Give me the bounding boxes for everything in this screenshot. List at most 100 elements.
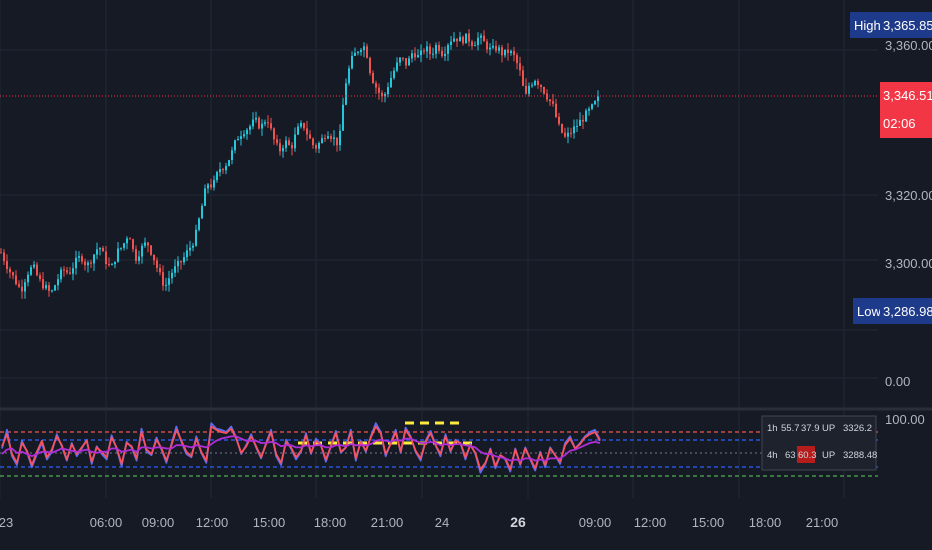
candle-body — [429, 46, 431, 54]
candle-body — [30, 267, 32, 275]
candle-body — [42, 279, 44, 289]
candle-body — [69, 272, 71, 274]
candle-body — [504, 49, 506, 56]
info-row-1h: 1h 55.7 37.9 UP 3326.2 — [767, 423, 872, 434]
candle-body — [0, 252, 2, 254]
candle-body — [561, 123, 563, 133]
candle-body — [210, 184, 212, 188]
candle-body — [576, 125, 578, 127]
candle-body — [324, 138, 326, 140]
time-tick: 09:00 — [142, 515, 175, 530]
info-trend: UP — [822, 450, 835, 461]
candle-body — [120, 247, 122, 249]
rsi-lines — [1, 422, 601, 474]
candle-body — [195, 229, 197, 246]
candle-body — [555, 103, 557, 117]
candle-body — [93, 254, 95, 264]
candle-body — [345, 83, 347, 105]
candle-body — [534, 80, 536, 86]
candle-body — [390, 77, 392, 88]
candle-body — [3, 252, 5, 262]
candle-body — [510, 51, 512, 54]
price-axis[interactable]: 3,360.00 3,320.00 3,300.00 0.00 100.00 H… — [850, 12, 932, 427]
price-tick: 3,320.00 — [885, 188, 932, 203]
candle-body — [192, 245, 194, 248]
candle-body — [303, 122, 305, 129]
candle-body — [531, 85, 533, 87]
candle-body — [486, 41, 488, 50]
candle-body — [312, 138, 314, 146]
candle-body — [585, 110, 587, 122]
candle-body — [240, 136, 242, 139]
current-price-badge: 3,346.51 02:06 — [880, 82, 932, 138]
candle-body — [156, 260, 158, 268]
info-level: 3288.48 — [843, 450, 877, 461]
candle-body — [363, 46, 365, 51]
candle-body — [417, 55, 419, 58]
candle-body — [21, 286, 23, 292]
candle-body — [294, 134, 296, 149]
candle-body — [174, 266, 176, 273]
candle-body — [33, 264, 35, 268]
low-value: 3,286.98 — [883, 304, 932, 319]
candle-body — [564, 132, 566, 137]
candle-body — [108, 263, 110, 265]
candle-body — [567, 132, 569, 137]
price-tick: 3,300.00 — [885, 256, 932, 271]
candle-body — [396, 62, 398, 71]
candle-body — [279, 143, 281, 152]
candle-body — [135, 249, 137, 261]
time-tick: 18:00 — [314, 515, 347, 530]
candle-body — [507, 49, 509, 54]
candle-body — [399, 57, 401, 63]
candle-body — [99, 248, 101, 250]
candle-body — [15, 275, 17, 285]
candle-body — [471, 41, 473, 47]
time-axis[interactable]: 23 06:00 09:00 12:00 15:00 18:00 21:00 24 26 09:0… — [0, 514, 838, 530]
info-tf: 1h — [767, 423, 778, 434]
candle-body — [573, 126, 575, 134]
candle-body — [513, 51, 515, 56]
time-tick: 12:00 — [634, 515, 667, 530]
candle-body — [492, 45, 494, 48]
candle-body — [171, 272, 173, 279]
candle-body — [435, 44, 437, 54]
candle-body — [456, 38, 458, 42]
candle-body — [36, 264, 38, 276]
candle-body — [288, 140, 290, 145]
candle-body — [180, 261, 182, 263]
candle-body — [228, 160, 230, 166]
candle-body — [354, 52, 356, 56]
candle-body — [270, 123, 272, 129]
info-v2: 60.3 — [798, 450, 817, 461]
candle-body — [528, 85, 530, 94]
candle-body — [588, 108, 590, 111]
candle-body — [51, 290, 53, 292]
candle-body — [378, 87, 380, 93]
rsi-pane[interactable]: 1h 55.7 37.9 UP 3326.2 4h 63 60.3 UP 328… — [0, 415, 878, 477]
candle-body — [243, 134, 245, 137]
candle-body — [423, 50, 425, 52]
info-row-4h: 4h 63 60.3 UP 3288.48 — [767, 446, 877, 463]
candle-body — [480, 35, 482, 38]
candle-body — [213, 180, 215, 188]
candle-body — [336, 137, 338, 146]
time-tick: 15:00 — [692, 515, 725, 530]
candle-body — [162, 272, 164, 286]
candle-body — [12, 272, 14, 276]
candle-body — [438, 44, 440, 51]
candles — [0, 29, 599, 299]
time-tick: 26 — [510, 514, 526, 530]
candle-body — [339, 130, 341, 146]
candle-body — [261, 123, 263, 129]
candle-body — [81, 256, 83, 262]
candle-body — [366, 46, 368, 58]
candle-body — [501, 47, 503, 56]
candle-body — [168, 278, 170, 285]
candle-body — [141, 245, 143, 257]
candle-body — [495, 45, 497, 51]
candle-body — [381, 92, 383, 97]
price-pane[interactable] — [0, 29, 878, 299]
info-tf: 4h — [767, 450, 778, 461]
